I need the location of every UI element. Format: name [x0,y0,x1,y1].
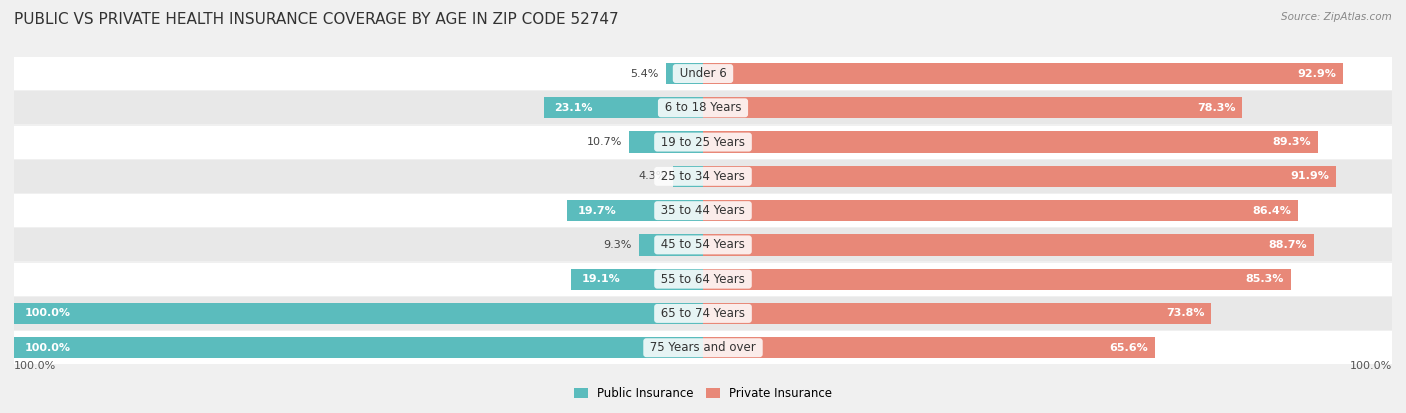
Bar [703,166,1336,187]
Text: 5.4%: 5.4% [630,69,659,78]
Bar [14,331,1392,364]
Text: PUBLIC VS PRIVATE HEALTH INSURANCE COVERAGE BY AGE IN ZIP CODE 52747: PUBLIC VS PRIVATE HEALTH INSURANCE COVER… [14,12,619,27]
Bar [703,234,1315,256]
Text: 91.9%: 91.9% [1291,171,1329,181]
Text: 86.4%: 86.4% [1253,206,1291,216]
Text: 85.3%: 85.3% [1246,274,1284,284]
Text: 23.1%: 23.1% [554,103,593,113]
Text: 73.8%: 73.8% [1166,309,1205,318]
Bar [571,268,703,290]
Text: 92.9%: 92.9% [1298,69,1336,78]
Bar [14,263,1392,296]
Bar [567,200,703,221]
Text: Under 6: Under 6 [676,67,730,80]
Bar [14,303,703,324]
Bar [666,63,703,84]
Bar [630,131,703,153]
Text: 6 to 18 Years: 6 to 18 Years [661,101,745,114]
Bar [14,160,1392,193]
Text: 45 to 54 Years: 45 to 54 Years [657,238,749,252]
Text: 65.6%: 65.6% [1109,343,1149,353]
Text: 100.0%: 100.0% [24,309,70,318]
Bar [703,337,1154,358]
Text: 19 to 25 Years: 19 to 25 Years [657,135,749,149]
Bar [14,297,1392,330]
Text: 19.1%: 19.1% [582,274,620,284]
Text: 4.3%: 4.3% [638,171,666,181]
Bar [14,126,1392,159]
Text: 25 to 34 Years: 25 to 34 Years [657,170,749,183]
Text: 19.7%: 19.7% [578,206,616,216]
Text: Source: ZipAtlas.com: Source: ZipAtlas.com [1281,12,1392,22]
Bar [14,57,1392,90]
Text: 10.7%: 10.7% [588,137,623,147]
Bar [673,166,703,187]
Bar [703,63,1343,84]
Bar [703,97,1243,119]
Bar [14,228,1392,261]
Bar [14,194,1392,227]
Legend: Public Insurance, Private Insurance: Public Insurance, Private Insurance [569,382,837,404]
Bar [14,337,703,358]
Bar [638,234,703,256]
Bar [703,303,1212,324]
Text: 55 to 64 Years: 55 to 64 Years [657,273,749,286]
Text: 89.3%: 89.3% [1272,137,1312,147]
Bar [703,200,1298,221]
Text: 78.3%: 78.3% [1197,103,1236,113]
Text: 100.0%: 100.0% [24,343,70,353]
Text: 35 to 44 Years: 35 to 44 Years [657,204,749,217]
Text: 65 to 74 Years: 65 to 74 Years [657,307,749,320]
Text: 88.7%: 88.7% [1268,240,1308,250]
Text: 9.3%: 9.3% [603,240,633,250]
Text: 75 Years and over: 75 Years and over [647,341,759,354]
Text: 100.0%: 100.0% [14,361,56,371]
Text: 100.0%: 100.0% [1350,361,1392,371]
Bar [703,131,1319,153]
Bar [544,97,703,119]
Bar [703,268,1291,290]
Bar [14,91,1392,124]
